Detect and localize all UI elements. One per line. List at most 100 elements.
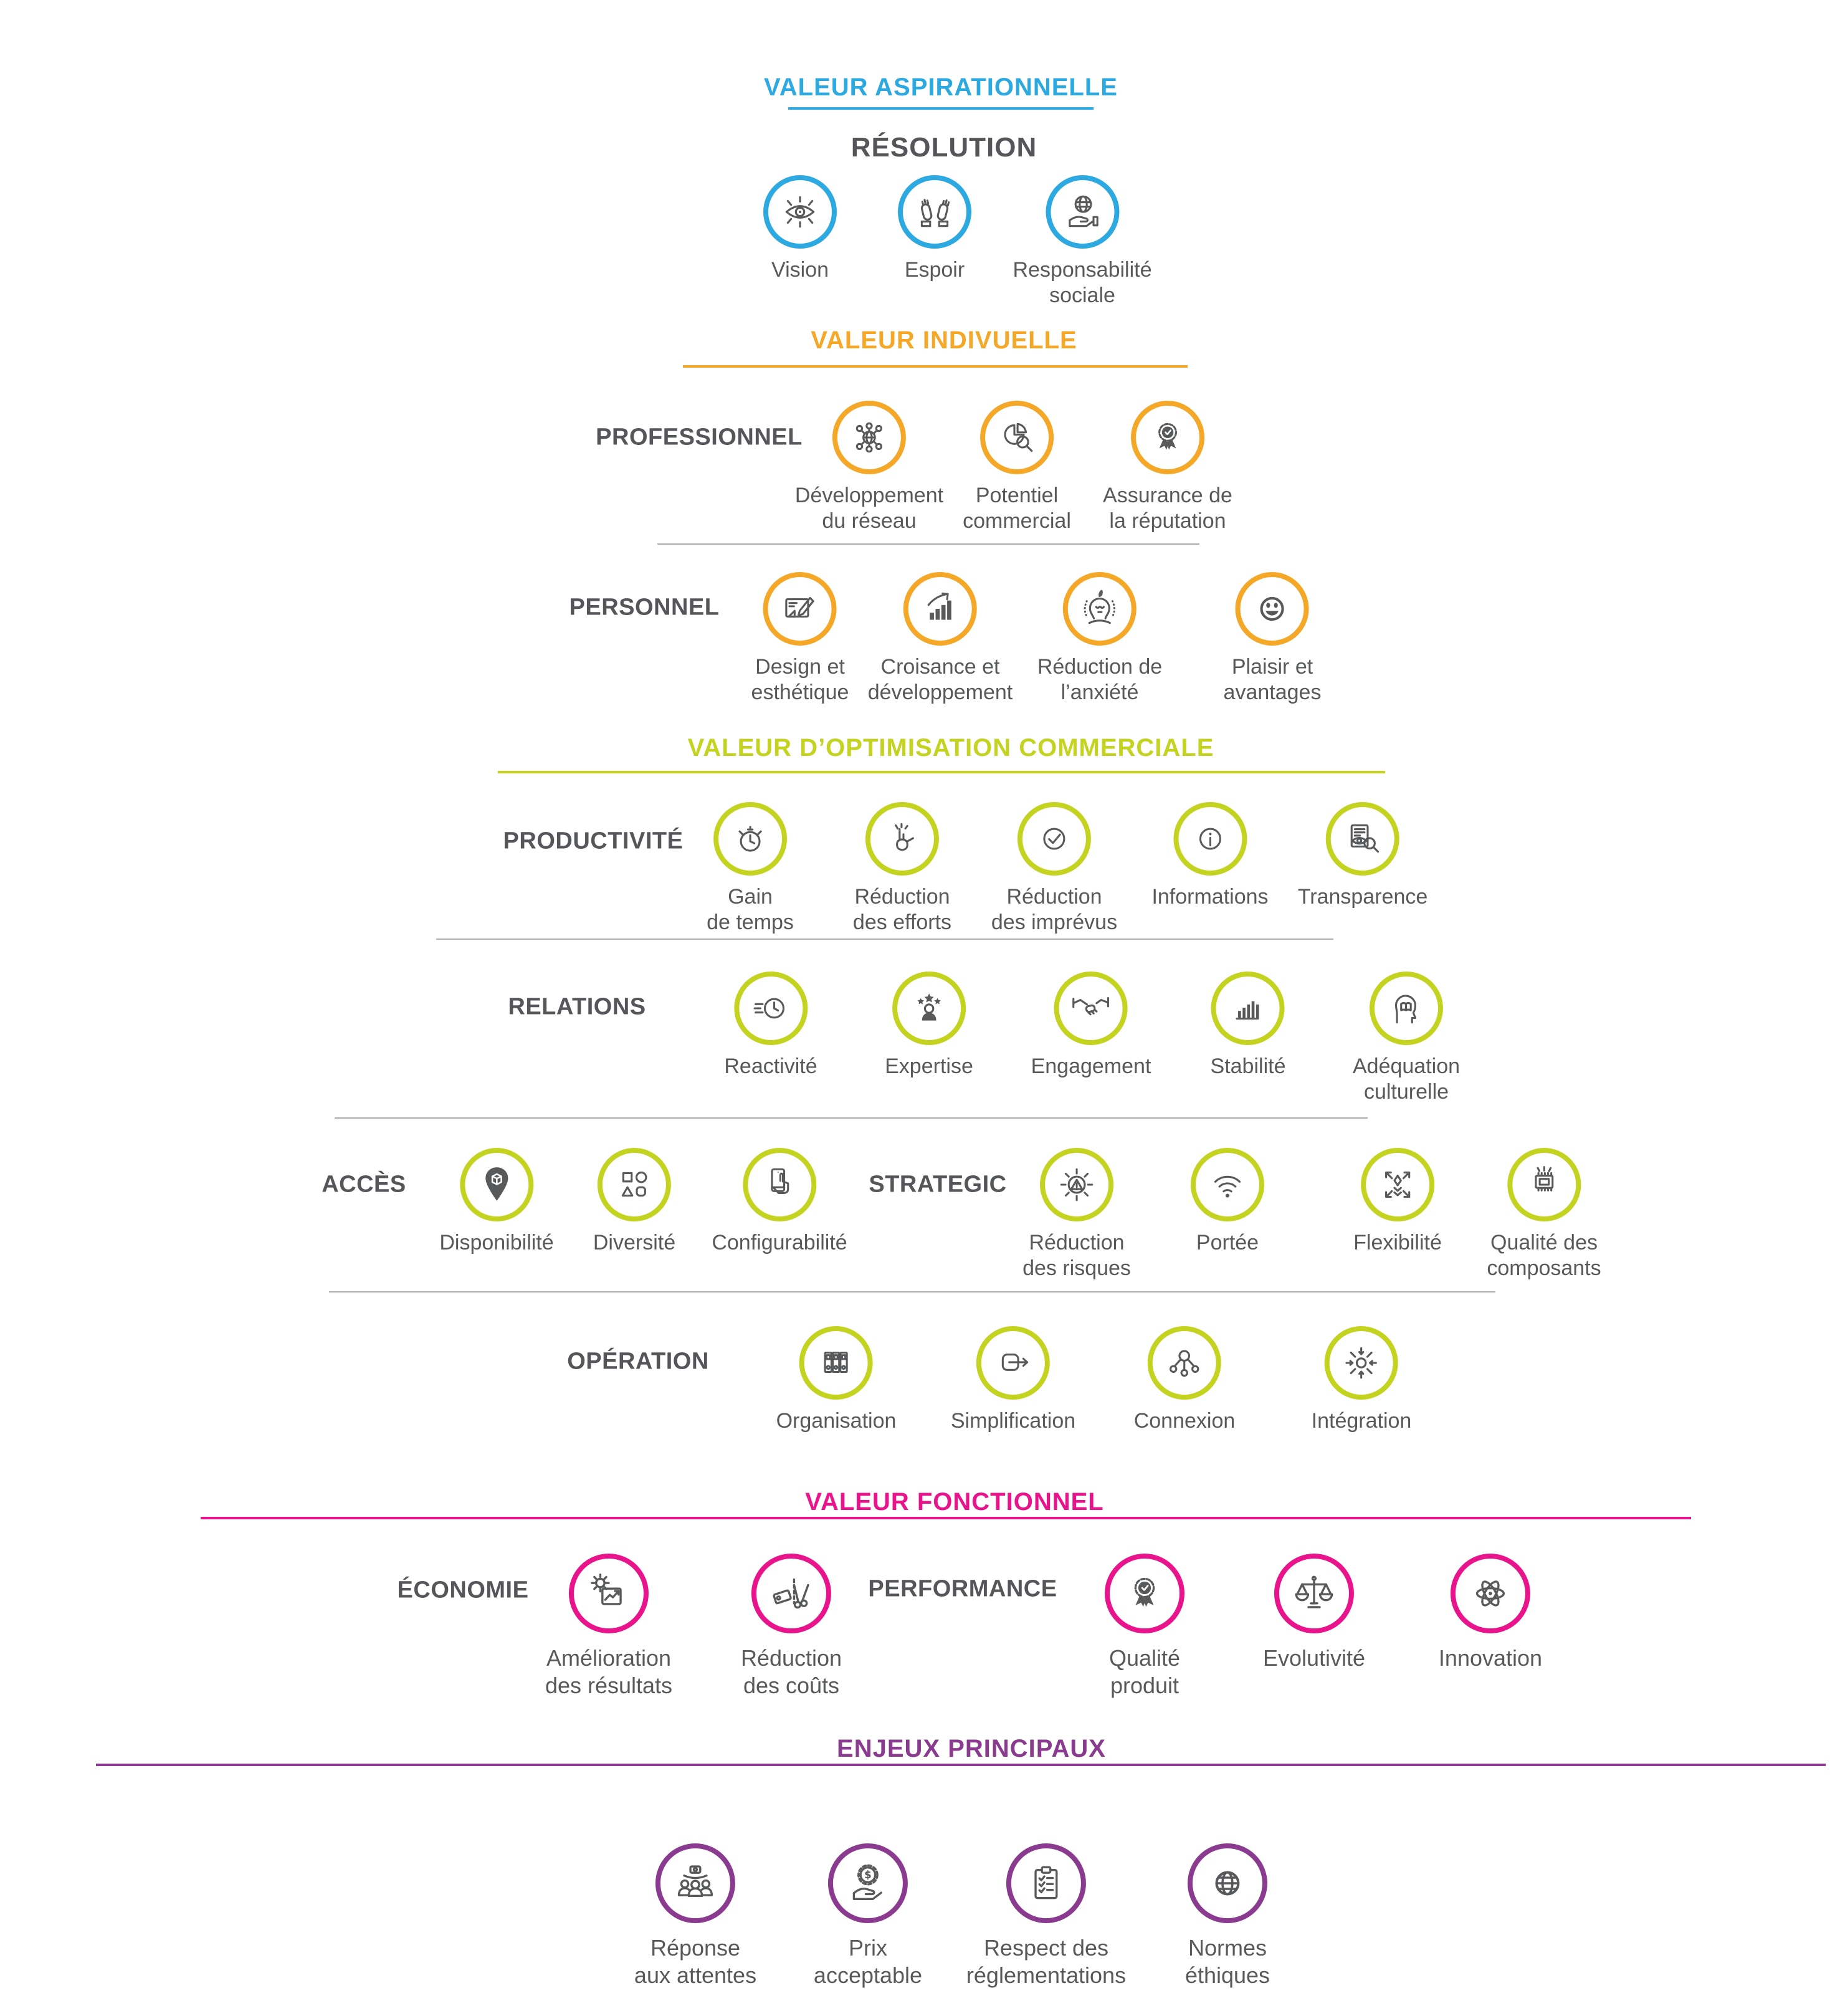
item-label: Transparence — [1297, 885, 1428, 909]
item-label: Réduction des risques — [1022, 1231, 1131, 1280]
item-diversite: Diversité — [593, 1148, 675, 1256]
potentiel-circle — [980, 401, 1054, 474]
check-circle-icon — [1034, 818, 1075, 859]
item-label: Expertise — [885, 1054, 973, 1078]
item-label: Portée — [1196, 1231, 1259, 1254]
item-reduction-couts: Réduction des coûts — [741, 1554, 842, 1699]
category-relations: RELATIONS — [508, 993, 646, 1020]
item-assurance-reputation: Assurance de la réputation — [1103, 401, 1232, 534]
document-eye-magnifier-icon — [1342, 818, 1383, 859]
item-qualite-composants: Qualité des composants — [1487, 1148, 1601, 1281]
connexion-circle — [1148, 1326, 1221, 1400]
phone-touch-icon — [759, 1164, 800, 1205]
item-stabilite: Stabilité — [1210, 972, 1286, 1079]
item-developpement-reseau: Développement du réseau — [795, 401, 943, 534]
item-label: Engagement — [1031, 1054, 1151, 1078]
globe-in-hand-icon — [1062, 191, 1103, 232]
optimization-underline — [498, 771, 1385, 773]
item-label: Réduction des efforts — [852, 885, 952, 934]
informations-circle — [1173, 802, 1247, 876]
gear-warning-icon — [1056, 1164, 1097, 1205]
risques-circle — [1040, 1148, 1113, 1221]
espoir-circle — [898, 175, 971, 249]
loop-arrow-icon — [993, 1342, 1034, 1383]
atom-icon — [1468, 1571, 1513, 1616]
info-circle-icon — [1189, 818, 1231, 859]
item-label: Assurance de la réputation — [1103, 484, 1232, 533]
item-label: Stabilité — [1210, 1054, 1286, 1078]
wifi-icon — [1207, 1164, 1248, 1205]
balance-scales-icon — [1292, 1571, 1337, 1616]
item-label: Qualité produit — [1108, 1645, 1181, 1698]
item-innovation: Innovation — [1439, 1554, 1542, 1672]
portee-circle — [1191, 1148, 1264, 1221]
price-in-hand-icon — [846, 1861, 890, 1906]
stabilite-circle — [1211, 972, 1285, 1045]
item-label: Simplification — [950, 1409, 1076, 1433]
item-label: Responsabilité sociale — [1013, 258, 1152, 307]
category-productivite: PRODUCTIVITÉ — [503, 828, 684, 854]
item-simplification: Simplification — [951, 1326, 1075, 1434]
item-respect-reglementations: Respect des réglementations — [966, 1843, 1126, 1989]
organisation-circle — [799, 1326, 873, 1400]
category-strategic: STRATEGIC — [869, 1171, 1007, 1198]
category-performance: PERFORMANCE — [868, 1575, 1057, 1602]
resultats-circle — [568, 1554, 649, 1633]
section-title-functional: VALEUR FONCTIONNEL — [805, 1488, 1104, 1516]
reseau-circle — [832, 401, 906, 474]
item-label: Configurabilité — [712, 1231, 847, 1254]
item-label: Espoir — [904, 258, 965, 282]
category-resolution: RÉSOLUTION — [851, 132, 1037, 163]
design-circle — [763, 572, 837, 646]
item-vision: Vision — [763, 175, 837, 283]
item-disponibilite: Disponibilité — [439, 1148, 554, 1256]
network-nodes-icon — [1164, 1342, 1205, 1383]
category-acces: ACCÈS — [322, 1171, 406, 1198]
item-label: Flexibilité — [1353, 1231, 1442, 1254]
evolutivite-circle — [1274, 1554, 1354, 1633]
separator-relations-acces — [335, 1117, 1368, 1119]
composants-circle — [1507, 1148, 1581, 1221]
item-gain-de-temps: Gain de temps — [707, 802, 794, 935]
item-label: Développement du réseau — [794, 484, 944, 533]
stopwatch-icon — [730, 818, 771, 859]
normes-circle — [1187, 1843, 1267, 1923]
item-reduction-risques: Réduction des risques — [1022, 1148, 1131, 1281]
section-title-stakes: ENJEUX PRINCIPAUX — [837, 1735, 1106, 1762]
item-reactivite: Reactivité — [724, 972, 817, 1079]
gain-temps-circle — [713, 802, 787, 876]
item-organisation: Organisation — [776, 1326, 897, 1434]
item-reponse-attentes: Réponse aux attentes — [634, 1843, 756, 1989]
item-reduction-efforts: Réduction des efforts — [853, 802, 951, 935]
category-professionnel: PROFESSIONNEL — [596, 424, 803, 451]
eye-icon — [779, 191, 821, 232]
diversite-circle — [598, 1148, 671, 1221]
separator-acces-operation — [329, 1291, 1495, 1292]
plaisir-circle — [1236, 572, 1309, 646]
item-label: Normes éthiques — [1184, 1935, 1270, 1988]
item-transparence: Transparence — [1297, 802, 1428, 910]
engagement-circle — [1054, 972, 1128, 1045]
item-label: Gain de temps — [707, 885, 794, 934]
reputation-circle — [1131, 401, 1204, 474]
individual-underline — [683, 365, 1188, 368]
item-label: Disponibilité — [439, 1231, 554, 1254]
item-label: Réduction des imprévus — [991, 885, 1118, 934]
item-label: Organisation — [776, 1409, 897, 1433]
item-informations: Informations — [1151, 802, 1269, 910]
growth-bars-arrow-icon — [920, 588, 961, 629]
item-label: Reactivité — [724, 1054, 817, 1078]
adequation-circle — [1369, 972, 1443, 1045]
separator-professionnel-personnel — [657, 543, 1199, 545]
item-normes-ethiques: Normes éthiques — [1185, 1843, 1270, 1989]
person-stars-icon — [908, 988, 950, 1029]
globe-grid-icon — [1205, 1861, 1250, 1906]
stakes-underline — [96, 1764, 1826, 1766]
category-economie: ÉCONOMIE — [397, 1577, 529, 1603]
section-title-optimization: VALEUR D’OPTIMISATION COMMERCIALE — [687, 734, 1214, 762]
smiley-icon — [1252, 588, 1293, 629]
microchip-icon — [1523, 1164, 1565, 1205]
anxiete-circle — [1063, 572, 1137, 646]
network-globe-icon — [849, 417, 890, 458]
pie-chart-magnifier-icon — [996, 417, 1037, 458]
